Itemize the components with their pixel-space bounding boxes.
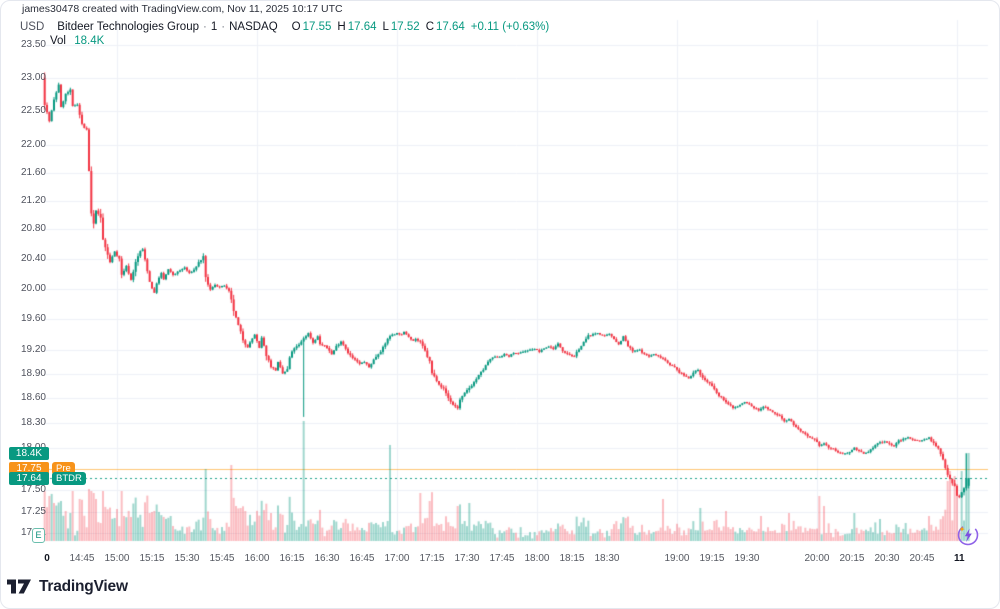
price-axis-label: 20.40 bbox=[20, 252, 46, 264]
ohlc-open: O 17.55 bbox=[291, 21, 332, 33]
price-axis-label: 18.90 bbox=[20, 368, 46, 379]
extended-session-badge: E bbox=[32, 528, 45, 543]
time-axis-label: 17:30 bbox=[454, 553, 480, 564]
time-axis-label: 15:15 bbox=[139, 553, 165, 564]
exchange-label: NASDAQ bbox=[229, 21, 278, 33]
price-axis-label: 19.60 bbox=[20, 313, 46, 325]
time-axis-label: 15:30 bbox=[174, 553, 200, 564]
ohlc-close: C 17.64 bbox=[425, 21, 465, 33]
price-axis-label: 23.00 bbox=[20, 71, 46, 83]
symbol-title[interactable]: Bitdeer Technologies Group · 1 · NASDAQ bbox=[57, 21, 277, 33]
time-axis-label: 14:45 bbox=[69, 553, 95, 564]
sparkle-refresh-icon bbox=[957, 524, 979, 546]
tradingview-logo-text: TradingView bbox=[39, 577, 128, 595]
time-axis-label: 19:30 bbox=[734, 553, 760, 564]
separator: · bbox=[203, 21, 207, 33]
price-axis-label: 22.50 bbox=[20, 104, 46, 116]
price-axis-label: 22.00 bbox=[20, 138, 46, 150]
change-label: +0.11 (+0.63%) bbox=[470, 21, 550, 33]
vol-value: 18.4K bbox=[74, 35, 105, 47]
price-axis-label: 18.60 bbox=[20, 392, 46, 404]
time-axis-label: 16:30 bbox=[314, 553, 340, 564]
symbol-name: Bitdeer Technologies Group bbox=[57, 21, 199, 33]
time-axis-label: 15:45 bbox=[209, 553, 235, 564]
time-axis-label: 16:00 bbox=[244, 553, 270, 564]
last-price-badge: 17.64 bbox=[9, 471, 49, 485]
price-axis-label: 21.20 bbox=[20, 194, 46, 206]
time-axis-label: 20:15 bbox=[839, 553, 865, 564]
currency-label: USD bbox=[20, 21, 45, 33]
time-axis-label: 11 bbox=[954, 553, 965, 564]
ohlc-high: H 17.64 bbox=[337, 21, 377, 33]
time-axis-label: 18:15 bbox=[559, 553, 585, 564]
price-axis-label: 17.25 bbox=[20, 505, 46, 517]
time-axis-label: 16:15 bbox=[279, 553, 305, 564]
time-axis-label: 20:00 bbox=[804, 553, 830, 564]
price-axis-label: 19.20 bbox=[20, 344, 46, 356]
price-axis-label: 20.80 bbox=[20, 223, 46, 235]
time-axis-label: 16:45 bbox=[349, 553, 375, 564]
price-axis-label: 20.00 bbox=[20, 282, 46, 294]
symbol-legend: USD Bitdeer Technologies Group · 1 · NASDAQ … bbox=[20, 21, 549, 47]
time-axis-label: 20:30 bbox=[874, 553, 900, 564]
volume-axis-badge: 18.4K bbox=[9, 446, 49, 460]
time-axis-label: 17:45 bbox=[489, 553, 515, 564]
tradingview-mark-icon bbox=[7, 579, 31, 594]
tradingview-logo[interactable]: TradingView bbox=[7, 577, 128, 596]
time-axis-label: 19:15 bbox=[699, 553, 725, 564]
separator: · bbox=[221, 21, 226, 33]
time-axis-label: 0 bbox=[44, 553, 50, 564]
vol-label: Vol bbox=[50, 35, 66, 47]
ai-sparkle-button[interactable] bbox=[955, 522, 981, 548]
price-axis-label: 21.60 bbox=[20, 166, 46, 178]
attribution-text: james30478 created with TradingView.com,… bbox=[22, 3, 343, 15]
time-axis-label: 20:45 bbox=[909, 553, 935, 564]
price-axis-label: 18.30 bbox=[20, 416, 46, 428]
interval-label: 1 bbox=[210, 21, 218, 33]
time-axis-label: 15:00 bbox=[104, 553, 130, 564]
time-axis-label: 19:00 bbox=[664, 553, 690, 564]
ohlc-low: L 17.52 bbox=[382, 21, 420, 33]
time-axis-label: 17:00 bbox=[384, 553, 410, 564]
time-axis-label: 18:30 bbox=[594, 553, 620, 564]
price-axis-label: 17.50 bbox=[20, 484, 46, 496]
time-axis-label: 18:00 bbox=[524, 553, 550, 564]
price-axis-label: 23.50 bbox=[20, 39, 46, 51]
volume-legend: Vol 18.4K bbox=[50, 35, 549, 47]
time-axis-label: 17:15 bbox=[419, 553, 445, 564]
symbol-ticker-tag: BTDR bbox=[52, 471, 86, 485]
